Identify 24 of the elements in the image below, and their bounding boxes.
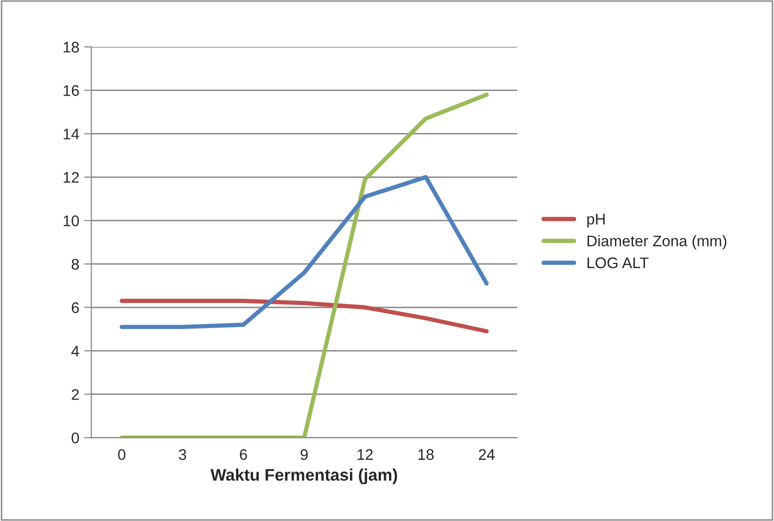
x-tick-label: 18 [418,449,434,460]
y-tick-label: 18 [64,42,79,53]
y-tick-label: 12 [64,172,79,183]
y-tick-label: 10 [64,215,79,226]
x-tick-label: 9 [300,449,308,460]
x-tick-label: 12 [358,449,373,460]
y-tick-label: 6 [72,302,79,314]
y-tick-label: 0 [72,432,79,444]
legend-label: Diameter Zona (mm) [588,235,726,250]
y-tick-label: 16 [64,85,79,96]
x-tick-label: 0 [118,449,126,460]
legend-label: pH [587,214,605,228]
line-series [120,175,489,330]
line-series [120,298,489,334]
y-tick-label: 2 [72,389,79,400]
y-tick-label: 14 [64,128,80,140]
legend-label: LOG ALT [588,257,649,268]
x-axis-title: Waktu Fermentasi (jam) [210,468,398,484]
x-tick-label: 24 [478,449,495,460]
y-tick-label: 8 [72,258,79,270]
y-tick-label: 4 [71,346,80,356]
x-tick-label: 3 [178,449,186,460]
x-tick-label: 6 [240,449,247,460]
line-series [120,92,489,438]
